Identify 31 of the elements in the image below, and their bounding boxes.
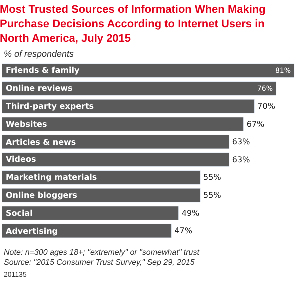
y-tick-label: Third-party experts (6, 102, 94, 111)
chart-subtitle: % of respondents (4, 49, 75, 59)
source-note: Source: "2015 Consumer Trust Survey," Sep 29, 2015 (4, 258, 196, 267)
data-label: 67% (246, 120, 266, 129)
y-tick-label: Advertising (6, 227, 58, 236)
data-label: 63% (232, 155, 251, 164)
bar (2, 224, 172, 238)
bar (2, 134, 230, 150)
data-label: 49% (182, 208, 200, 218)
y-tick-label: Videos (6, 155, 36, 164)
text: Note: n=300 ages 18+; "extremely" or "somewhat" trust (4, 248, 200, 257)
y-tick-label: Social (6, 209, 34, 218)
y-tick-label: Marketing materials (6, 173, 98, 182)
data-label: 55% (204, 173, 222, 182)
data-label: 70% (258, 102, 276, 111)
data-label: 47% (174, 226, 193, 236)
bar (2, 188, 201, 203)
y-tick-label: Online reviews (6, 84, 74, 93)
data-label: 55% (204, 191, 222, 200)
chart-title: Most Trusted Sources of Information When Making Purchase Decisions According to Internet Users in North America, July 2015 (0, 4, 266, 45)
bar (2, 99, 255, 114)
bar (2, 152, 230, 168)
data-label: 63% (232, 138, 251, 147)
bar (2, 82, 277, 96)
y-tick-label: Articles & news (6, 138, 76, 147)
y-tick-label: Websites (6, 120, 48, 129)
y-tick-label: Online bloggers (6, 191, 78, 200)
bar (2, 117, 244, 132)
bar (2, 206, 180, 220)
bar (2, 64, 295, 78)
y-tick-label: Friends & family (6, 66, 80, 75)
